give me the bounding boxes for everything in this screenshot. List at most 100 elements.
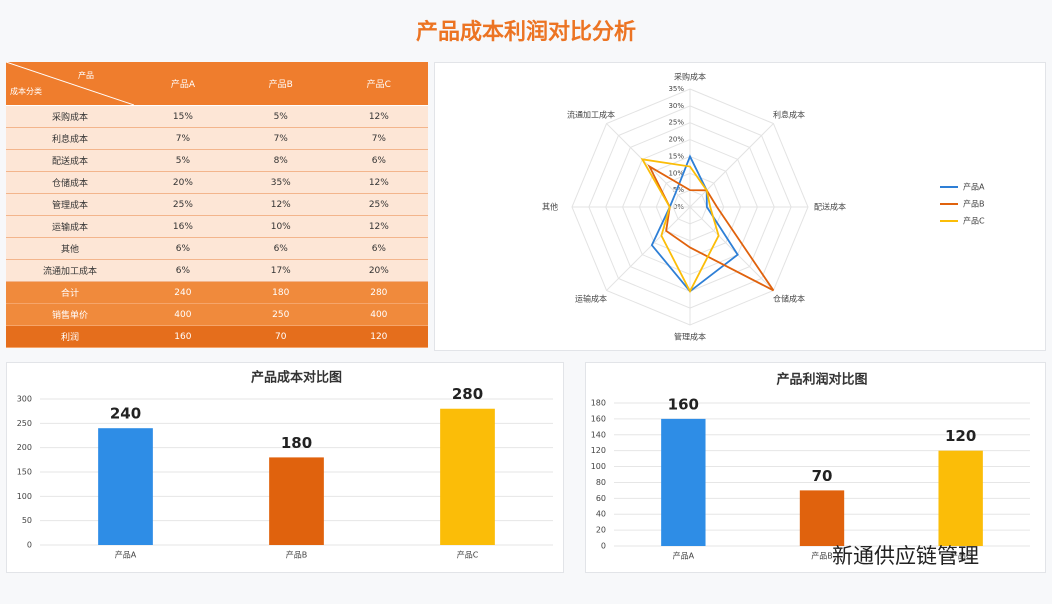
value-label: 70 [812, 467, 833, 485]
table-cell: 25% [329, 193, 428, 216]
table-cell: 17% [231, 259, 330, 282]
x-tick-label: 产品B [286, 550, 308, 560]
table-cell: 合计 [6, 281, 134, 304]
y-tick-label: 0 [27, 541, 32, 550]
table-cell: 管理成本 [6, 193, 134, 216]
radar-axis-label: 仓储成本 [773, 293, 805, 303]
table-cell: 160 [134, 325, 232, 348]
radar-axis-label: 配送成本 [814, 202, 846, 212]
table-cell: 10% [231, 215, 330, 238]
table-cell: 12% [329, 171, 428, 194]
table-cell: 配送成本 [6, 149, 134, 172]
diagonal-line [6, 62, 134, 105]
table-cell: 8% [231, 149, 330, 172]
y-tick-label: 150 [17, 468, 32, 477]
x-tick-label: 产品A [673, 551, 695, 561]
table-cell: 250 [231, 303, 330, 326]
bar [661, 418, 706, 546]
table-cell: 15% [134, 105, 232, 128]
bar [799, 490, 845, 546]
page-title: 产品成本利润对比分析 [415, 20, 636, 45]
table-cell: 16% [134, 215, 232, 238]
value-label: 120 [945, 427, 976, 445]
radar-axis-label: 管理成本 [674, 332, 706, 342]
bar [269, 457, 324, 545]
y-tick-label: 100 [17, 492, 32, 501]
y-tick-label: 160 [591, 414, 606, 423]
table-row: 配送成本 5% 8% 6% [6, 149, 428, 172]
table-cell: 400 [329, 303, 428, 326]
corner-bottom: 成本分类 [10, 87, 42, 96]
cost-table: 产品 成本分类 产品A 产品B 产品C 采购成本 15% 5% 12% 利息成本 7% 7% 7% 配送成… [6, 62, 428, 348]
radar-spoke [689, 206, 774, 291]
y-tick-label: 20 [596, 526, 606, 535]
radar-tick-label: 25% [668, 119, 684, 127]
column-header: 产品C [329, 62, 428, 106]
x-tick-label: 产品A [115, 550, 137, 560]
radar-tick-label: 5% [673, 186, 684, 194]
corner-top: 产品 [78, 71, 94, 80]
corner-cell: 产品成本分类 [6, 62, 134, 106]
table-cell: 6% [134, 237, 232, 260]
table-cell: 6% [329, 237, 428, 260]
y-tick-label: 140 [591, 430, 606, 439]
radar-line [647, 164, 775, 292]
header-row: 产品 成本分类 产品A 产品B 产品C [6, 62, 428, 106]
table-cell: 35% [231, 171, 330, 194]
radar-axis-label: 运输成本 [575, 293, 607, 303]
table-row: 利息成本 7% 7% 7% [6, 127, 428, 150]
chart-title: 产品成本对比图 [251, 370, 342, 386]
radar-tick-label: 20% [668, 136, 684, 144]
total-row: 利润 160 70 120 [6, 325, 428, 348]
radar-spoke [606, 206, 691, 291]
y-tick-label: 0 [601, 542, 606, 551]
radar-line [640, 158, 720, 294]
table-row: 其他 6% 6% 6% [6, 237, 428, 260]
table-row: 采购成本 15% 5% 12% [6, 105, 428, 128]
radar-tick-label: 30% [668, 102, 684, 110]
radar-axis-label: 采购成本 [674, 72, 706, 82]
table-cell: 利息成本 [6, 127, 134, 150]
y-tick-label: 120 [591, 446, 606, 455]
table-cell: 20% [134, 171, 232, 194]
y-tick-label: 300 [17, 395, 32, 404]
column-header: 产品A [134, 62, 232, 106]
y-tick-label: 60 [596, 494, 606, 503]
table-cell: 7% [231, 127, 330, 150]
value-label: 280 [452, 385, 483, 403]
radar-axis-label: 其他 [542, 202, 558, 212]
value-label: 240 [110, 405, 141, 423]
table-cell: 280 [329, 281, 428, 304]
table-cell: 240 [134, 281, 232, 304]
table-cell: 5% [231, 105, 330, 128]
table-cell: 仓储成本 [6, 171, 134, 194]
table-cell: 180 [231, 281, 330, 304]
x-tick-label: 产品C [457, 550, 479, 560]
x-tick-label: 产品B [811, 551, 833, 561]
bar [98, 428, 153, 545]
value-label: 180 [281, 434, 312, 452]
radar-spoke [689, 123, 774, 208]
radar-axis-label: 流通加工成本 [567, 110, 615, 120]
radar-tick-label: 10% [668, 169, 684, 177]
table-cell: 7% [329, 127, 428, 150]
table-cell: 运输成本 [6, 215, 134, 238]
table-cell: 120 [329, 325, 428, 348]
table-cell: 12% [329, 105, 428, 128]
table-cell: 12% [231, 193, 330, 216]
y-tick-label: 40 [596, 510, 606, 519]
watermark: 新通供应链管理 [832, 544, 979, 568]
y-tick-label: 100 [591, 462, 606, 471]
value-label: 160 [668, 395, 699, 413]
table-row: 运输成本 16% 10% 12% [6, 215, 428, 238]
table-cell: 6% [134, 259, 232, 282]
table-cell: 70 [231, 325, 330, 348]
table-cell: 采购成本 [6, 105, 134, 128]
column-header: 产品B [231, 62, 330, 106]
bar [938, 450, 983, 546]
table-cell: 销售单价 [6, 303, 134, 326]
bar [440, 408, 495, 545]
total-row: 合计 240 180 280 [6, 281, 428, 304]
